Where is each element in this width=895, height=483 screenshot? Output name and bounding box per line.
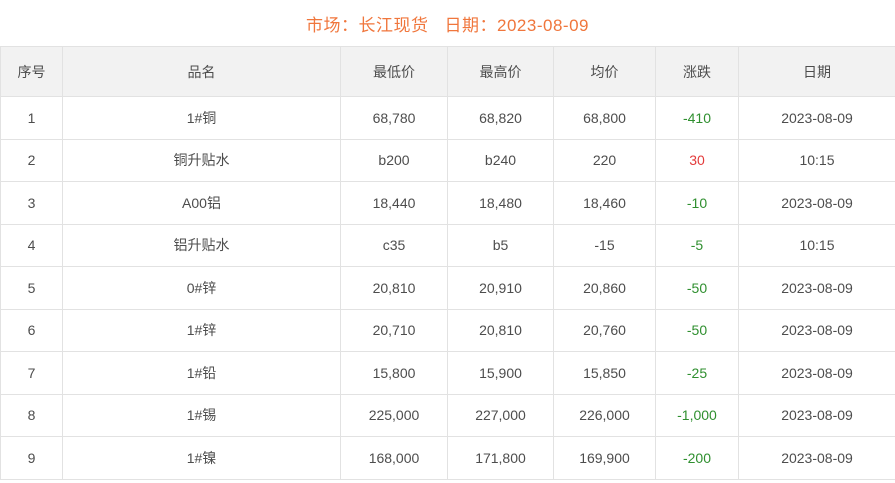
cell-change: -50	[655, 266, 739, 310]
cell-name: 铝升贴水	[62, 223, 341, 267]
cell-low: 18,440	[340, 181, 448, 225]
cell-change: -10	[655, 181, 739, 225]
cell-date: 10:15	[738, 138, 895, 182]
cell-high: 68,820	[447, 96, 554, 140]
cell-index: 3	[0, 181, 63, 225]
column-header-low: 最低价	[340, 46, 448, 97]
cell-change: -25	[655, 351, 739, 395]
cell-avg: -15	[553, 223, 656, 267]
cell-name: 1#锡	[62, 393, 341, 437]
cell-date: 2023-08-09	[738, 96, 895, 140]
cell-change: -200	[655, 436, 739, 480]
cell-index: 1	[0, 96, 63, 140]
cell-change: -1,000	[655, 393, 739, 437]
cell-low: 68,780	[340, 96, 448, 140]
cell-low: b200	[340, 138, 448, 182]
cell-high: 20,910	[447, 266, 554, 310]
table-row: 1 1#铜 68,780 68,820 68,800 -410 2023-08-09	[0, 96, 895, 140]
cell-low: c35	[340, 223, 448, 267]
cell-index: 8	[0, 393, 63, 437]
cell-index: 5	[0, 266, 63, 310]
table-row: 6 1#锌 20,710 20,810 20,760 -50 2023-08-09	[0, 308, 895, 352]
cell-high: b5	[447, 223, 554, 267]
cell-avg: 20,760	[553, 308, 656, 352]
column-header-high: 最高价	[447, 46, 554, 97]
cell-date: 10:15	[738, 223, 895, 267]
cell-change: 30	[655, 138, 739, 182]
cell-high: 18,480	[447, 181, 554, 225]
cell-low: 168,000	[340, 436, 448, 480]
cell-date: 2023-08-09	[738, 436, 895, 480]
cell-change: -50	[655, 308, 739, 352]
cell-high: 15,900	[447, 351, 554, 395]
cell-low: 20,710	[340, 308, 448, 352]
cell-index: 9	[0, 436, 63, 480]
cell-avg: 15,850	[553, 351, 656, 395]
cell-high: 171,800	[447, 436, 554, 480]
cell-index: 2	[0, 138, 63, 182]
cell-low: 225,000	[340, 393, 448, 437]
table-row: 9 1#镍 168,000 171,800 169,900 -200 2023-08-09	[0, 436, 895, 480]
column-header-avg: 均价	[553, 46, 656, 97]
cell-index: 6	[0, 308, 63, 352]
column-header-date: 日期	[738, 46, 895, 97]
cell-change: -5	[655, 223, 739, 267]
cell-name: 铜升贴水	[62, 138, 341, 182]
cell-high: 227,000	[447, 393, 554, 437]
table-header-row: 序号 品名 最低价 最高价 均价 涨跌 日期	[0, 46, 895, 97]
cell-avg: 18,460	[553, 181, 656, 225]
table-row: 3 A00铝 18,440 18,480 18,460 -10 2023-08-09	[0, 181, 895, 225]
column-header-change: 涨跌	[655, 46, 739, 97]
cell-name: A00铝	[62, 181, 341, 225]
cell-date: 2023-08-09	[738, 266, 895, 310]
cell-name: 1#铜	[62, 96, 341, 140]
cell-index: 7	[0, 351, 63, 395]
table-row: 5 0#锌 20,810 20,910 20,860 -50 2023-08-09	[0, 266, 895, 310]
cell-change: -410	[655, 96, 739, 140]
column-header-name: 品名	[62, 46, 341, 97]
cell-name: 0#锌	[62, 266, 341, 310]
table-row: 7 1#铅 15,800 15,900 15,850 -25 2023-08-09	[0, 351, 895, 395]
cell-name: 1#铅	[62, 351, 341, 395]
cell-date: 2023-08-09	[738, 351, 895, 395]
table-body: 1 1#铜 68,780 68,820 68,800 -410 2023-08-09 2 铜升贴…	[0, 96, 895, 480]
cell-high: b240	[447, 138, 554, 182]
column-header-index: 序号	[0, 46, 63, 97]
price-table: 序号 品名 最低价 最高价 均价 涨跌 日期 1 1#铜 68,780 68,820 68,800-…	[0, 46, 895, 480]
page-title: 市场：长江现货 日期：2023-08-09	[0, 0, 895, 46]
cell-avg: 220	[553, 138, 656, 182]
cell-low: 20,810	[340, 266, 448, 310]
table-row: 2 铜升贴水 b200 b240 220 30 10:15	[0, 138, 895, 182]
cell-date: 2023-08-09	[738, 393, 895, 437]
cell-high: 20,810	[447, 308, 554, 352]
date-label: 日期：2023-08-09	[444, 15, 589, 35]
table-row: 8 1#锡 225,000 227,000 226,000 -1,000 2023-08-0…	[0, 393, 895, 437]
cell-avg: 226,000	[553, 393, 656, 437]
cell-index: 4	[0, 223, 63, 267]
cell-low: 15,800	[340, 351, 448, 395]
cell-avg: 20,860	[553, 266, 656, 310]
cell-date: 2023-08-09	[738, 181, 895, 225]
table-row: 4 铝升贴水 c35 b5 -15 -5 10:15	[0, 223, 895, 267]
market-label: 市场：长江现货	[306, 15, 429, 35]
cell-name: 1#锌	[62, 308, 341, 352]
cell-name: 1#镍	[62, 436, 341, 480]
cell-avg: 169,900	[553, 436, 656, 480]
cell-avg: 68,800	[553, 96, 656, 140]
cell-date: 2023-08-09	[738, 308, 895, 352]
